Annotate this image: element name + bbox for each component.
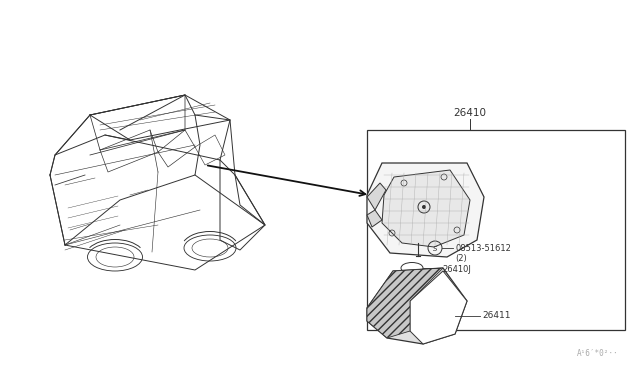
Polygon shape: [367, 210, 382, 227]
Text: 26410J: 26410J: [442, 264, 471, 273]
Circle shape: [422, 205, 426, 209]
Polygon shape: [382, 170, 470, 247]
Polygon shape: [367, 268, 467, 344]
Polygon shape: [367, 163, 484, 257]
Bar: [367, 130, 625, 330]
Text: S: S: [433, 246, 437, 252]
Polygon shape: [367, 183, 386, 210]
Text: 08513-51612: 08513-51612: [455, 244, 511, 253]
Text: 26410: 26410: [454, 108, 486, 118]
Text: (2): (2): [455, 254, 467, 263]
Text: A¹6′*0²··: A¹6′*0²··: [577, 349, 618, 358]
Polygon shape: [367, 268, 443, 338]
Text: 26411: 26411: [482, 311, 511, 321]
Polygon shape: [410, 271, 467, 344]
